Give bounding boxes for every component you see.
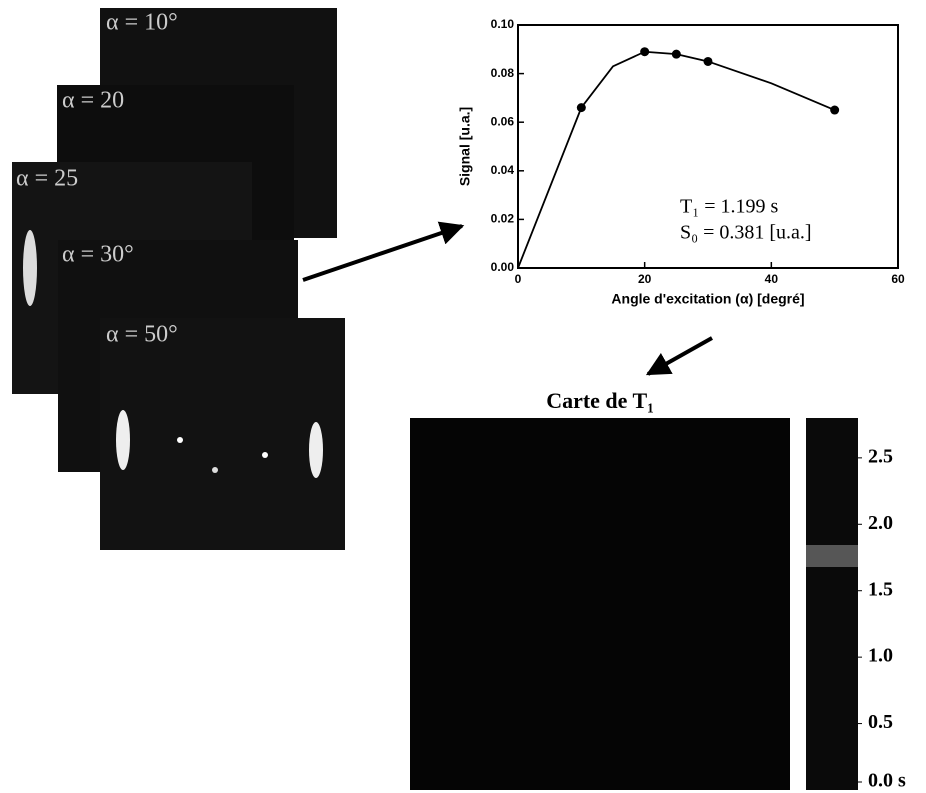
colorbar-ticks: 0.0 s 0.5 1.0 1.5 2.0 2.5	[858, 445, 906, 792]
image-feature	[23, 230, 37, 306]
image-feature	[116, 410, 130, 470]
mri-image	[100, 318, 345, 550]
colorbar-tick-label: 1.5	[868, 578, 893, 600]
y-tick-label: 0.02	[491, 212, 515, 226]
arrow	[645, 336, 713, 376]
x-tick-label: 40	[765, 272, 779, 286]
plot-frame	[517, 24, 899, 269]
image-label: α = 25	[16, 166, 78, 192]
colorbar-tick-label: 0.5	[868, 711, 893, 733]
data-point	[640, 47, 650, 57]
colorbar-band	[806, 545, 858, 567]
x-tick-label: 60	[891, 272, 905, 286]
image-feature	[262, 452, 268, 458]
image-feature	[212, 467, 218, 473]
colorbar	[806, 418, 858, 790]
data-point	[671, 49, 681, 59]
x-axis-label: Angle d'excitation (α) [degré]	[611, 291, 804, 307]
fit-line	[517, 50, 836, 269]
x-tick-label: 0	[515, 272, 522, 286]
y-tick-label: 0.10	[491, 17, 515, 31]
image-label: α = 50°	[106, 322, 178, 348]
y-axis-label: Signal [u.a.]	[457, 107, 473, 186]
y-tick-label: 0.04	[491, 163, 515, 177]
image-feature	[309, 422, 323, 478]
arrow	[302, 221, 465, 282]
annotation: S₀ = 0.381 [u.a.]	[680, 222, 812, 244]
data-point	[576, 103, 586, 113]
y-tick-label: 0.06	[491, 114, 515, 128]
colorbar-tick-label: 1.0	[868, 645, 893, 667]
image-feature	[177, 437, 183, 443]
colorbar-tick-label: 2.5	[868, 445, 893, 467]
chart: 0 20 40 60 0.00 0.02 0.04 0.06 0.08 0.10 Angle d'e…	[457, 17, 905, 307]
image-label: α = 20	[62, 88, 124, 114]
annotation: T₁ = 1.199 s	[680, 196, 778, 218]
y-tick-label: 0.00	[491, 260, 515, 274]
image-label: α = 10°	[106, 10, 178, 36]
data-point	[703, 56, 713, 66]
map-title: Carte de T₁	[546, 388, 654, 413]
image-label: α = 30°	[62, 242, 134, 268]
y-tick-label: 0.08	[491, 66, 515, 80]
x-tick-label: 20	[638, 272, 652, 286]
data-point	[830, 105, 840, 115]
colorbar-tick-label: 0.0 s	[868, 770, 906, 792]
image-stack: α = 10° α = 20 α = 25 α = 30° α = 50°	[12, 8, 345, 550]
colorbar-tick-label: 2.0	[868, 512, 893, 534]
t1-map	[410, 418, 790, 790]
